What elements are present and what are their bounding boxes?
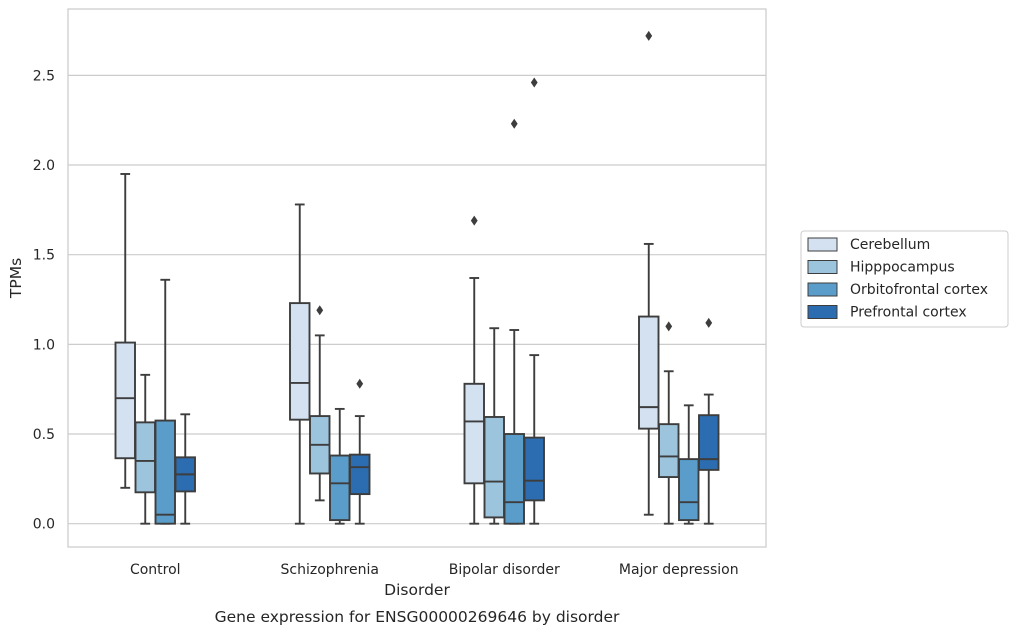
box-schizophrenia-prefrontal-cortex — [349, 378, 371, 525]
box-bipolar-disorder-orbitofrontal-cortex — [503, 118, 525, 525]
legend-item: Prefrontal cortex — [807, 305, 967, 321]
box-major-depression-orbitofrontal-cortex — [678, 404, 700, 525]
box-iqr — [349, 453, 371, 496]
y-tick-label: 1.0 — [33, 337, 55, 353]
legend-swatch — [807, 237, 838, 252]
box-control-orbitofrontal-cortex — [154, 278, 176, 525]
plot-frame — [67, 8, 767, 548]
box-major-depression-prefrontal-cortex — [698, 317, 720, 525]
box-control-hipppocampus — [134, 373, 156, 525]
box-iqr — [658, 423, 680, 479]
box-iqr — [329, 454, 351, 522]
legend-label: Orbitofrontal cortex — [850, 282, 988, 298]
outlier-point — [316, 305, 324, 316]
x-tick-label: Major depression — [619, 562, 739, 578]
box-control-prefrontal-cortex — [174, 413, 196, 525]
legend-swatch — [807, 282, 838, 297]
y-tick-label: 2.5 — [33, 68, 55, 84]
x-tick-labels: Control Schizophrenia Bipolar disorder Majo… — [130, 562, 739, 578]
box-bipolar-disorder-hipppocampus — [483, 327, 505, 525]
legend-item: Orbitofrontal cortex — [807, 282, 988, 298]
legend-swatch — [807, 305, 838, 319]
y-tick-label: 1.5 — [33, 248, 55, 264]
chart-caption: Gene expression for ENSG00000269646 by d… — [215, 608, 620, 626]
legend-frame — [800, 230, 1009, 328]
x-tick-label: Control — [130, 562, 181, 578]
x-tick-label: Schizophrenia — [281, 562, 379, 578]
box-schizophrenia-cerebellum — [289, 203, 311, 525]
outlier-point — [665, 321, 673, 332]
legend-label: Prefrontal cortex — [850, 305, 967, 321]
outlier-point — [645, 30, 653, 41]
box-iqr — [678, 458, 700, 522]
box-iqr — [134, 421, 156, 494]
box-iqr — [154, 419, 176, 525]
legend-item: Cerebellum — [807, 237, 930, 253]
legend: Cerebellum Hipppocampus Orbitofrontal cort… — [800, 230, 1009, 328]
y-tick-label: 0.0 — [33, 517, 55, 533]
y-tick-labels: 0.0 0.5 1.0 1.5 2.0 2.5 — [33, 68, 55, 532]
legend-label: Cerebellum — [850, 237, 930, 253]
box-schizophrenia-hipppocampus — [309, 305, 331, 502]
box-iqr — [698, 414, 720, 471]
outlier-point — [356, 378, 364, 389]
y-axis-title: TPMs — [7, 258, 25, 299]
outlier-point — [470, 215, 478, 226]
y-tick-label: 2.0 — [33, 158, 55, 174]
legend-swatch — [807, 260, 838, 274]
outlier-point — [705, 317, 713, 328]
x-axis-title: Disorder — [384, 581, 450, 599]
box-iqr — [289, 302, 311, 421]
box-control-cerebellum — [114, 173, 136, 489]
box-group-layer — [114, 30, 720, 525]
box-iqr — [503, 433, 525, 525]
box-major-depression-hipppocampus — [658, 321, 680, 525]
x-tick-label: Bipolar disorder — [449, 562, 560, 578]
box-iqr — [483, 416, 505, 519]
box-iqr — [463, 382, 485, 485]
box-schizophrenia-orbitofrontal-cortex — [329, 407, 351, 525]
box-bipolar-disorder-prefrontal-cortex — [523, 77, 545, 525]
y-tick-label: 0.5 — [33, 427, 55, 443]
outlier-point — [510, 118, 518, 129]
box-iqr — [523, 436, 545, 502]
outlier-point — [530, 77, 538, 88]
box-bipolar-disorder-cerebellum — [463, 215, 485, 525]
legend-item: Hipppocampus — [807, 260, 955, 276]
legend-label: Hipppocampus — [850, 260, 955, 276]
box-iqr — [114, 341, 136, 460]
box-iqr — [638, 315, 660, 430]
box-major-depression-cerebellum — [638, 30, 660, 516]
